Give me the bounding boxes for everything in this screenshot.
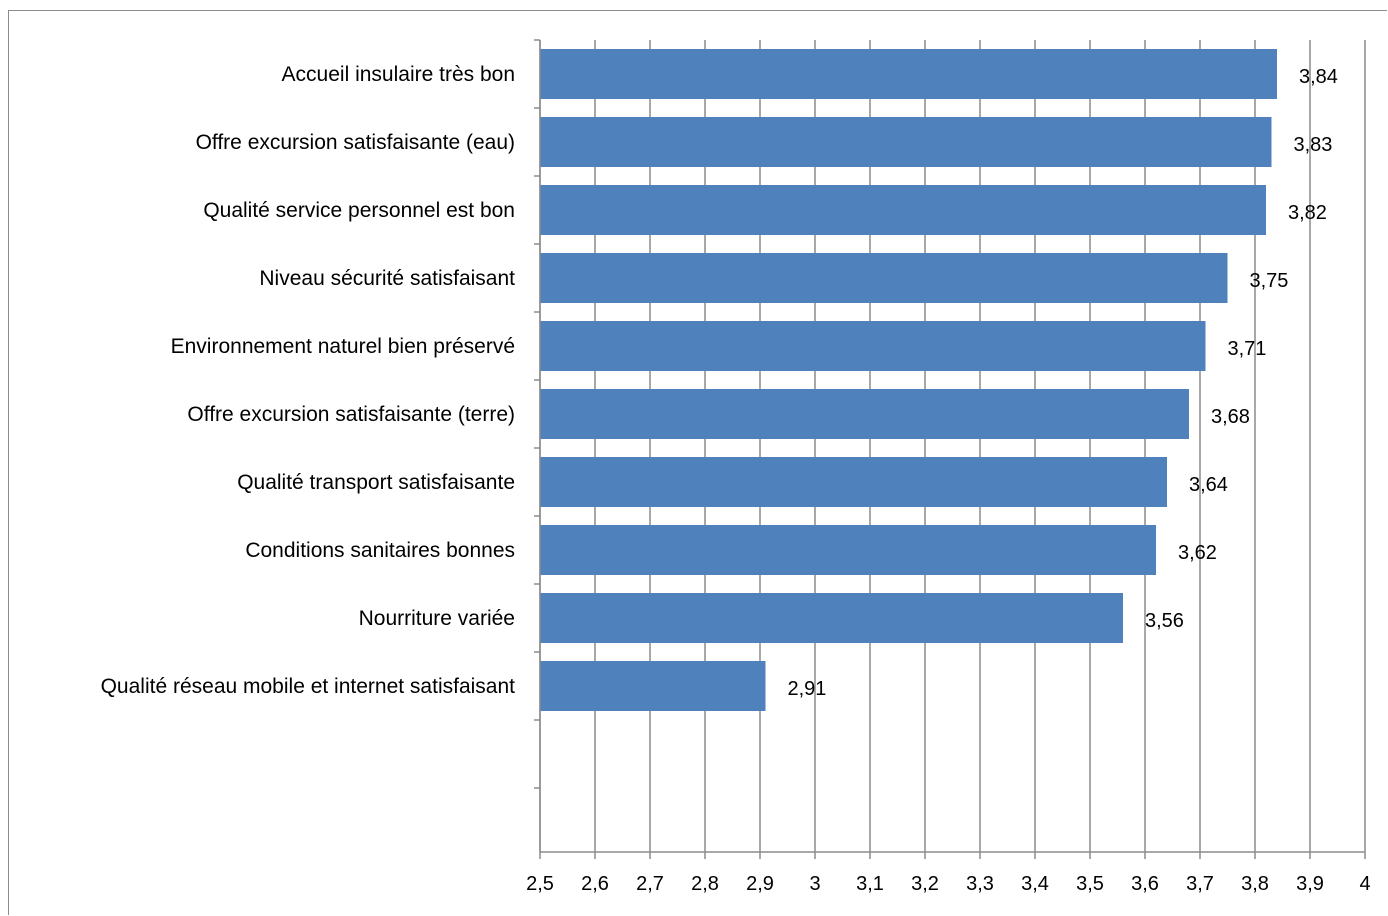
x-tick-label: 3,9: [1296, 873, 1324, 895]
x-tick-label: 4: [1359, 873, 1370, 895]
data-label: 3,62: [1178, 542, 1217, 564]
x-tick-label: 2,8: [691, 873, 719, 895]
bar: [540, 253, 1228, 303]
x-tick-label: 2,5: [526, 873, 554, 895]
x-tick-label: 3,8: [1241, 873, 1269, 895]
bar: [540, 661, 766, 711]
x-tick-label: 2,7: [636, 873, 664, 895]
bar: [540, 185, 1266, 235]
data-label: 3,84: [1299, 66, 1338, 88]
data-label: 3,71: [1228, 338, 1267, 360]
category-label: Environnement naturel bien préservé: [171, 335, 515, 358]
category-label: Qualité réseau mobile et internet satisf…: [101, 675, 516, 698]
bars: [540, 49, 1277, 711]
bar: [540, 457, 1167, 507]
chart-frame: [8, 10, 1387, 915]
data-label: 3,82: [1288, 202, 1327, 224]
axes: [534, 39, 1366, 859]
bar: [540, 321, 1206, 371]
category-label: Offre excursion satisfaisante (eau): [196, 131, 515, 154]
data-label: 3,68: [1211, 406, 1250, 428]
data-label: 3,56: [1145, 610, 1184, 632]
category-label: Qualité service personnel est bon: [203, 199, 515, 222]
category-label: Accueil insulaire très bon: [282, 63, 515, 86]
category-label: Nourriture variée: [359, 607, 515, 630]
bar: [540, 593, 1123, 643]
data-label: 3,64: [1189, 474, 1228, 496]
category-label: Niveau sécurité satisfaisant: [259, 267, 515, 290]
x-tick-label: 3,2: [911, 873, 939, 895]
labels: 2,5 2,6 2,7 2,8 2,9 3 3,1 3,2 3,3 3,4 3,5 3,6 3,7 3,8…: [101, 63, 1371, 895]
data-label: 3,75: [1250, 270, 1289, 292]
x-tick-label: 3,6: [1131, 873, 1159, 895]
bar: [540, 525, 1156, 575]
x-tick-label: 3,7: [1186, 873, 1214, 895]
x-tick-label: 3,5: [1076, 873, 1104, 895]
bar: [540, 389, 1189, 439]
bar: [540, 117, 1272, 167]
data-label: 2,91: [788, 678, 827, 700]
x-tick-label: 2,6: [581, 873, 609, 895]
data-label: 3,83: [1294, 134, 1333, 156]
x-tick-label: 3,1: [856, 873, 884, 895]
x-tick-label: 3: [809, 873, 820, 895]
x-tick-label: 2,9: [746, 873, 774, 895]
x-tick-label: 3,4: [1021, 873, 1049, 895]
bar: [540, 49, 1277, 99]
gridlines: [539, 40, 1366, 852]
category-label: Offre excursion satisfaisante (terre): [187, 403, 515, 426]
x-tick-label: 3,3: [966, 873, 994, 895]
category-label: Conditions sanitaires bonnes: [245, 539, 515, 562]
category-label: Qualité transport satisfaisante: [237, 471, 515, 494]
